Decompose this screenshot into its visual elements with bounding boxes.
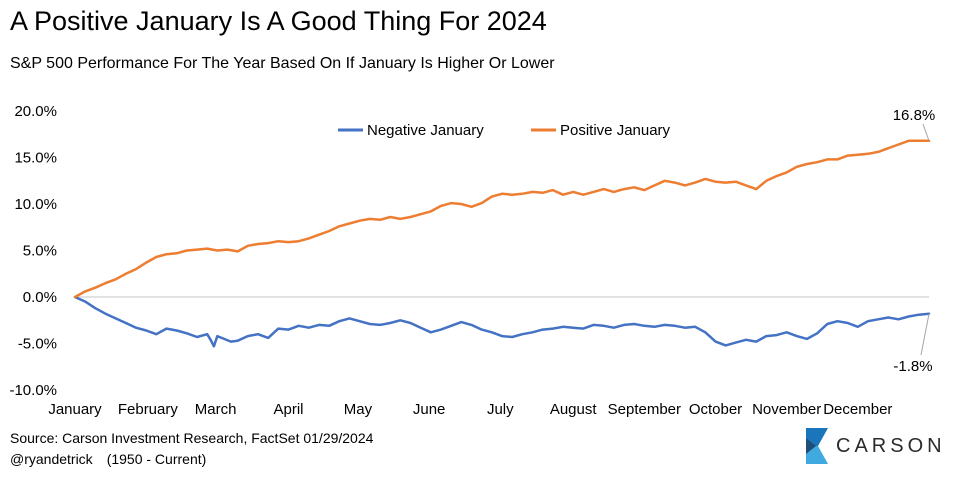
y-tick-label: -10.0% [9,382,57,399]
y-tick-label: 15.0% [14,150,57,167]
annotation-label: -1.8% [893,358,932,375]
x-tick-label: April [273,401,303,418]
carson-logo: CARSON [806,428,946,464]
x-tick-label: March [195,401,237,418]
footer-credits: @ryandetrick (1950 - Current) [10,451,206,467]
x-tick-label: January [48,401,102,418]
logo-text: CARSON [836,434,946,457]
author-handle: @ryandetrick [10,451,93,467]
source-note: Source: Carson Investment Research, Fact… [10,430,374,446]
y-tick-label: 20.0% [14,103,57,120]
x-tick-label: December [823,401,892,418]
date-range-note: (1950 - Current) [106,451,207,467]
x-tick-label: February [118,401,179,418]
y-tick-label: -5.0% [18,336,57,353]
series-line-positive-january [73,139,931,299]
carson-logo-icon [806,428,828,464]
annotation-leader [922,123,930,141]
x-tick-label: June [413,401,446,418]
y-tick-label: 5.0% [23,243,57,260]
legend-label: Negative January [367,122,484,139]
y-tick-label: 0.0% [23,289,57,306]
annotation-label: 16.8% [893,107,936,124]
x-tick-label: September [608,401,681,418]
y-tick-label: 10.0% [14,196,57,213]
legend-label: Positive January [560,122,671,139]
annotation-leader [920,313,930,356]
x-tick-label: October [689,401,742,418]
chart-subtitle: S&P 500 Performance For The Year Based O… [10,55,555,72]
x-tick-label: August [550,401,598,418]
series-line-negative-january [73,295,931,348]
x-tick-label: November [752,401,821,418]
chart-title: A Positive January Is A Good Thing For 2… [10,6,547,36]
x-tick-label: July [487,401,514,418]
x-tick-label: May [344,401,373,418]
